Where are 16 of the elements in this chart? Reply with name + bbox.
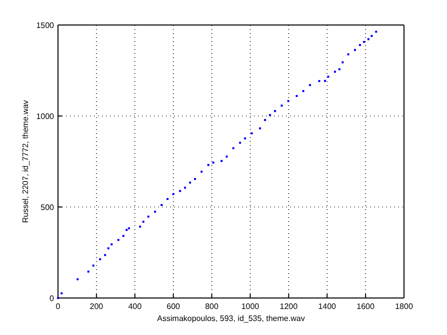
y-tick-label: 1000	[36, 112, 55, 121]
x-tick-label: 0	[56, 302, 61, 311]
x-tick-label: 1800	[395, 302, 414, 311]
x-tick-label: 800	[205, 302, 219, 311]
x-tick-label: 1200	[280, 302, 298, 311]
x-tick-label: 1400	[318, 302, 337, 311]
x-tick-label: 1600	[356, 302, 376, 311]
y-tick-label: 1500	[36, 21, 55, 30]
x-tick-label: 1000	[241, 302, 260, 311]
y-axis-title: Russel, 2207, id_7772, theme.wav	[21, 100, 30, 223]
y-tick-label: 0	[50, 294, 55, 303]
x-axis-title: Assimakopoulos, 593, id_535, theme.wav	[157, 314, 305, 323]
x-tick-label: 600	[166, 302, 181, 311]
y-tick-label: 500	[40, 203, 55, 212]
x-tick-label: 200	[90, 302, 104, 311]
x-tick-label: 400	[128, 302, 142, 311]
